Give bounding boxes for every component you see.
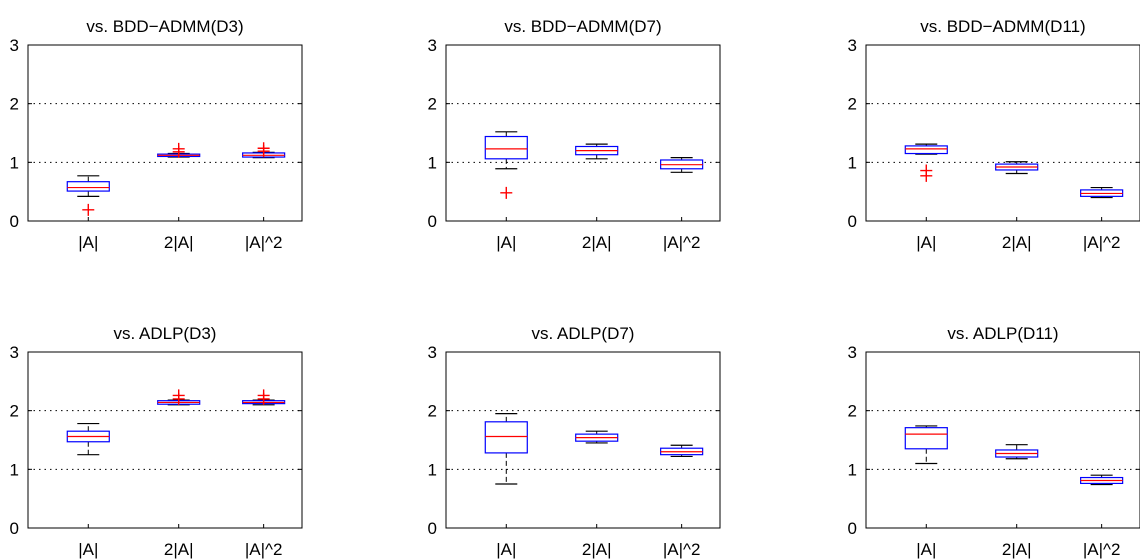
- y-tick-label: 3: [848, 343, 857, 362]
- box-group: [904, 143, 948, 182]
- y-tick-label: 2: [10, 402, 19, 421]
- x-tick-label: 2|A|: [164, 540, 194, 559]
- y-tick-label: 0: [10, 212, 19, 231]
- x-tick-label: |A|^2: [663, 233, 701, 252]
- iqr-box: [484, 135, 528, 160]
- x-tick-label: |A|^2: [245, 233, 283, 252]
- boxplot-panel: vs. ADLP(D3) 0 1 2 3 |A| 2|A| |A|^2: [10, 324, 303, 559]
- box-group: [66, 175, 110, 216]
- outlier-marker: [920, 164, 933, 177]
- y-tick-label: 3: [10, 343, 19, 362]
- boxplot-panel: vs. BDD−ADMM(D11) 0 1 2 3 |A| 2|A| |A|^2: [848, 17, 1140, 252]
- boxplot-panel: vs. BDD−ADMM(D3) 0 1 2 3 |A| 2|A| |A|^2: [10, 17, 303, 252]
- y-tick-label: 0: [428, 212, 437, 231]
- x-tick-label: 2|A|: [582, 540, 612, 559]
- box-group: [660, 444, 704, 458]
- x-tick-label: 2|A|: [582, 233, 612, 252]
- outlier-marker: [500, 186, 513, 199]
- y-tick-label: 2: [428, 402, 437, 421]
- box-group: [575, 430, 619, 444]
- box-group: [575, 143, 619, 160]
- y-tick-label: 0: [10, 519, 19, 538]
- iqr-box: [904, 145, 948, 155]
- outlier-marker: [257, 389, 270, 402]
- box-group: [995, 444, 1039, 460]
- y-tick-label: 1: [428, 460, 437, 479]
- box-group: [995, 161, 1039, 175]
- y-tick-label: 3: [428, 343, 437, 362]
- x-tick-label: |A|^2: [663, 540, 701, 559]
- axes-frame: [27, 44, 303, 222]
- y-tick-label: 2: [10, 95, 19, 114]
- box-group: [484, 131, 528, 199]
- axes-frame: [865, 351, 1140, 529]
- y-tick-label: 1: [428, 153, 437, 172]
- axes-frame: [445, 44, 721, 222]
- y-tick-label: 2: [428, 95, 437, 114]
- panel-title: vs. ADLP(D11): [947, 324, 1058, 343]
- y-tick-label: 2: [848, 402, 857, 421]
- iqr-box: [66, 181, 110, 192]
- box-group: [1080, 186, 1124, 199]
- x-tick-label: |A|^2: [245, 540, 283, 559]
- panel-title: vs. BDD−ADMM(D11): [920, 17, 1085, 36]
- box-group: [242, 142, 286, 159]
- box-group: [1080, 474, 1124, 486]
- box-group: [157, 142, 201, 158]
- y-tick-label: 0: [848, 519, 857, 538]
- y-tick-label: 1: [10, 153, 19, 172]
- boxplot-panel: vs. ADLP(D7) 0 1 2 3 |A| 2|A| |A|^2: [428, 324, 721, 559]
- x-tick-label: |A|: [78, 233, 98, 252]
- outlier-marker: [172, 142, 185, 155]
- outlier-marker: [172, 389, 185, 402]
- x-tick-label: |A|^2: [1083, 540, 1121, 559]
- box-group: [66, 422, 110, 456]
- box-group: [157, 389, 201, 406]
- x-tick-label: |A|: [916, 540, 936, 559]
- axes-frame: [445, 351, 721, 529]
- panel-title: vs. BDD−ADMM(D3): [86, 17, 243, 36]
- x-tick-label: 2|A|: [1002, 233, 1032, 252]
- y-tick-label: 1: [848, 153, 857, 172]
- x-tick-label: 2|A|: [1002, 540, 1032, 559]
- x-tick-label: 2|A|: [164, 233, 194, 252]
- y-tick-label: 3: [428, 36, 437, 55]
- y-tick-label: 0: [848, 212, 857, 231]
- axes-frame: [27, 351, 303, 529]
- y-tick-label: 1: [10, 460, 19, 479]
- x-tick-label: |A|: [916, 233, 936, 252]
- outlier-marker: [82, 203, 95, 216]
- boxplot-panel: vs. ADLP(D11) 0 1 2 3 |A| 2|A| |A|^2: [848, 324, 1140, 559]
- box-group: [660, 157, 704, 173]
- boxplot-panel: vs. BDD−ADMM(D7) 0 1 2 3 |A| 2|A| |A|^2: [428, 17, 721, 252]
- panel-title: vs. ADLP(D3): [114, 324, 217, 343]
- box-group: [484, 413, 528, 485]
- box-group: [242, 389, 286, 406]
- x-tick-label: |A|^2: [1083, 233, 1121, 252]
- axes-frame: [865, 44, 1140, 222]
- outlier-marker: [257, 142, 270, 155]
- x-tick-label: |A|: [496, 540, 516, 559]
- iqr-box: [484, 421, 528, 454]
- y-tick-label: 0: [428, 519, 437, 538]
- box-group: [904, 425, 948, 465]
- y-tick-label: 3: [10, 36, 19, 55]
- x-tick-label: |A|: [78, 540, 98, 559]
- x-tick-label: |A|: [496, 233, 516, 252]
- panel-title: vs. ADLP(D7): [532, 324, 635, 343]
- iqr-box: [904, 427, 948, 450]
- panel-title: vs. BDD−ADMM(D7): [504, 17, 661, 36]
- y-tick-label: 3: [848, 36, 857, 55]
- y-tick-label: 2: [848, 95, 857, 114]
- y-tick-label: 1: [848, 460, 857, 479]
